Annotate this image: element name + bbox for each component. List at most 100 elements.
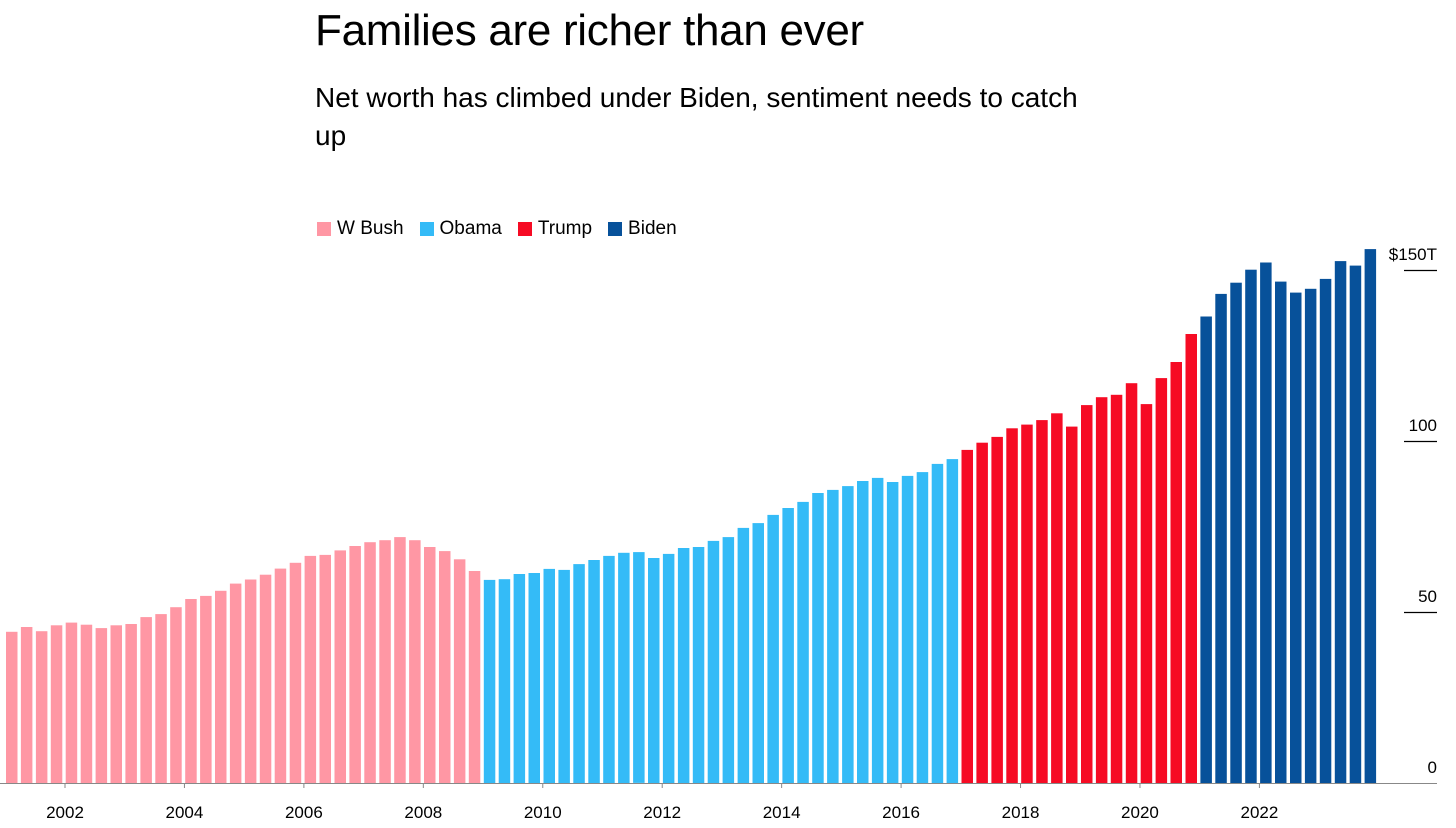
- bar-w-bush: [468, 571, 481, 783]
- legend-swatch: [517, 222, 532, 236]
- legend: W Bush Obama Trump Biden: [317, 218, 677, 240]
- bar-obama: [558, 569, 570, 783]
- x-tick-label: 2004: [166, 803, 204, 822]
- bar-w-bush: [394, 537, 406, 783]
- bar-w-bush: [409, 540, 421, 783]
- bar-obama: [842, 486, 854, 783]
- bar-trump: [1125, 383, 1138, 783]
- bar-obama: [752, 523, 764, 783]
- bar-obama: [633, 552, 645, 783]
- bar-trump: [1170, 362, 1182, 783]
- bar-trump: [1051, 413, 1063, 783]
- x-tick-label: 2008: [404, 803, 442, 822]
- bar-biden: [1364, 249, 1377, 784]
- x-tick-label: 2010: [524, 803, 562, 822]
- bar-biden: [1275, 281, 1287, 783]
- bar-w-bush: [349, 546, 361, 783]
- bar-obama: [618, 552, 630, 783]
- bar-obama: [916, 472, 929, 783]
- bar-w-bush: [244, 579, 257, 783]
- bar-w-bush: [80, 624, 93, 783]
- bar-w-bush: [140, 617, 152, 783]
- bar-trump: [1185, 334, 1197, 783]
- bar-w-bush: [50, 625, 63, 783]
- bar-obama: [677, 548, 690, 783]
- bar-w-bush: [125, 624, 137, 783]
- x-tick-label: 2012: [643, 803, 681, 822]
- bar-w-bush: [319, 554, 331, 783]
- bar-obama: [692, 547, 705, 783]
- bar-w-bush: [95, 628, 108, 783]
- bar-obama: [707, 540, 720, 783]
- legend-item-biden: Biden: [608, 218, 677, 240]
- bar-w-bush: [274, 568, 287, 783]
- y-tick-label: $150T: [1389, 245, 1437, 264]
- bar-obama: [737, 527, 750, 783]
- y-tick-label: 50: [1418, 587, 1437, 606]
- bar-biden: [1245, 269, 1257, 783]
- x-tick-label: 2016: [882, 803, 920, 822]
- bar-obama: [603, 555, 615, 783]
- bar-obama: [931, 463, 944, 783]
- bar-w-bush: [110, 625, 122, 783]
- legend-swatch: [608, 222, 623, 236]
- bar-obama: [886, 482, 899, 783]
- legend-label: W Bush: [337, 218, 404, 239]
- chart-subtitle: Net worth has climbed under Biden, senti…: [315, 82, 1078, 151]
- legend-item-trump: Trump: [517, 218, 592, 240]
- bar-obama: [528, 573, 540, 783]
- bar-biden: [1304, 288, 1317, 783]
- bar-trump: [1081, 405, 1093, 783]
- bar-biden: [1260, 262, 1272, 783]
- bar-w-bush: [20, 627, 33, 783]
- bar-obama: [573, 564, 585, 783]
- y-tick-label: 0: [1428, 758, 1437, 777]
- bar-w-bush: [439, 551, 451, 783]
- bar-w-bush: [379, 540, 391, 783]
- x-tick-label: 2022: [1240, 803, 1278, 822]
- bar-obama: [767, 514, 779, 783]
- x-tick-label: 2020: [1121, 803, 1159, 822]
- bar-w-bush: [289, 562, 302, 783]
- bar-obama: [588, 560, 600, 783]
- legend-swatch: [419, 222, 434, 236]
- bar-trump: [1110, 394, 1123, 783]
- bar-w-bush: [453, 559, 466, 783]
- bar-obama: [901, 475, 914, 783]
- bar-trump: [1095, 397, 1108, 783]
- bar-w-bush: [155, 614, 167, 783]
- bar-biden: [1319, 278, 1332, 783]
- bar-obama: [946, 459, 959, 783]
- bar-obama: [483, 579, 496, 783]
- bar-w-bush: [229, 583, 242, 783]
- bar-trump: [1140, 404, 1153, 783]
- bar-trump: [991, 436, 1003, 783]
- bar-obama: [782, 508, 794, 783]
- legend-item-w-bush: W Bush: [317, 218, 404, 240]
- legend-label: Obama: [439, 218, 502, 239]
- bar-biden: [1349, 265, 1362, 784]
- bar-w-bush: [424, 547, 436, 783]
- bar-obama: [857, 481, 869, 783]
- bar-biden: [1334, 261, 1347, 784]
- bar-obama: [513, 574, 526, 783]
- x-tick-label: 2006: [285, 803, 323, 822]
- bar-obama: [662, 553, 675, 783]
- bar-obama: [722, 537, 735, 783]
- x-tick-label: 2002: [46, 803, 84, 822]
- bar-trump: [1021, 424, 1033, 783]
- bar-trump: [1006, 428, 1018, 783]
- y-tick-label: 100: [1409, 416, 1437, 435]
- bar-trump: [976, 442, 988, 783]
- bar-obama: [797, 501, 809, 783]
- bar-w-bush: [364, 542, 376, 783]
- bar-biden: [1200, 316, 1212, 783]
- bar-w-bush: [35, 631, 48, 783]
- bar-trump: [1036, 420, 1048, 783]
- bar-w-bush: [6, 631, 18, 783]
- bar-obama: [812, 493, 824, 783]
- bar-biden: [1230, 282, 1242, 783]
- bar-trump: [1155, 378, 1168, 783]
- bar-w-bush: [65, 622, 78, 783]
